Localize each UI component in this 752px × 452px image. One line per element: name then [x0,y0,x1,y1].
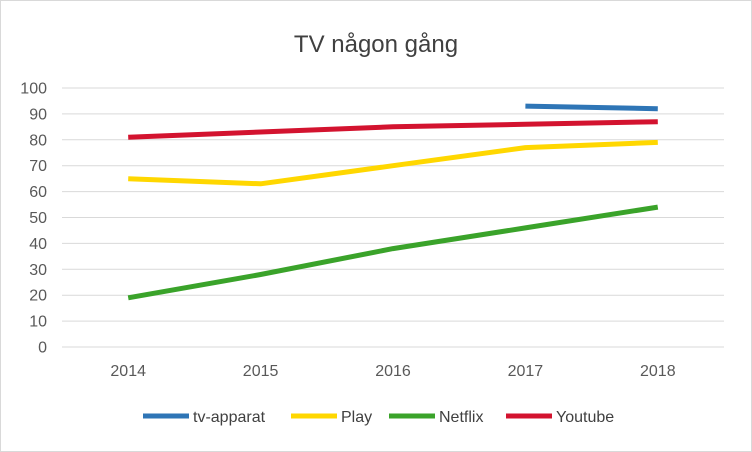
gridlines [62,87,724,348]
legend: tv-apparat Play Netflix Youtube [143,409,614,426]
x-tick-label: 2015 [243,363,279,380]
series-line-youtube [128,119,658,140]
y-tick-label: 100 [20,81,47,98]
series-lines [127,103,659,301]
y-tick-label: 20 [29,288,47,305]
series-line-netflix [127,204,659,301]
y-tick-label: 10 [29,314,47,331]
legend-item: Netflix [389,409,483,426]
y-tick-label: 90 [29,106,47,123]
y-tick-label: 70 [29,158,47,175]
y-tick-label: 60 [29,184,47,201]
legend-label: Play [341,409,372,426]
chart-title: TV någon gång [294,31,458,58]
series-line-tv-apparat [525,103,658,112]
legend-item: Youtube [506,409,614,426]
x-tick-label: 2018 [640,363,676,380]
legend-label: Youtube [556,409,614,426]
x-tick-label: 2014 [110,363,146,380]
legend-label: tv-apparat [193,409,266,426]
x-tick-label: 2016 [375,363,411,380]
legend-item: tv-apparat [143,409,266,426]
y-tick-label: 80 [29,132,47,149]
legend-label: Netflix [439,409,483,426]
y-tick-label: 30 [29,262,47,279]
series-line-play [128,139,658,187]
x-axis-tick-labels: 2014 2015 2016 2017 2018 [110,363,675,380]
x-tick-label: 2017 [508,363,544,380]
y-axis-tick-labels: 0 10 20 30 40 50 60 70 80 90 100 [20,81,47,357]
y-tick-label: 0 [38,340,47,357]
y-tick-label: 50 [29,210,47,227]
legend-item: Play [291,409,372,426]
y-tick-label: 40 [29,236,47,253]
